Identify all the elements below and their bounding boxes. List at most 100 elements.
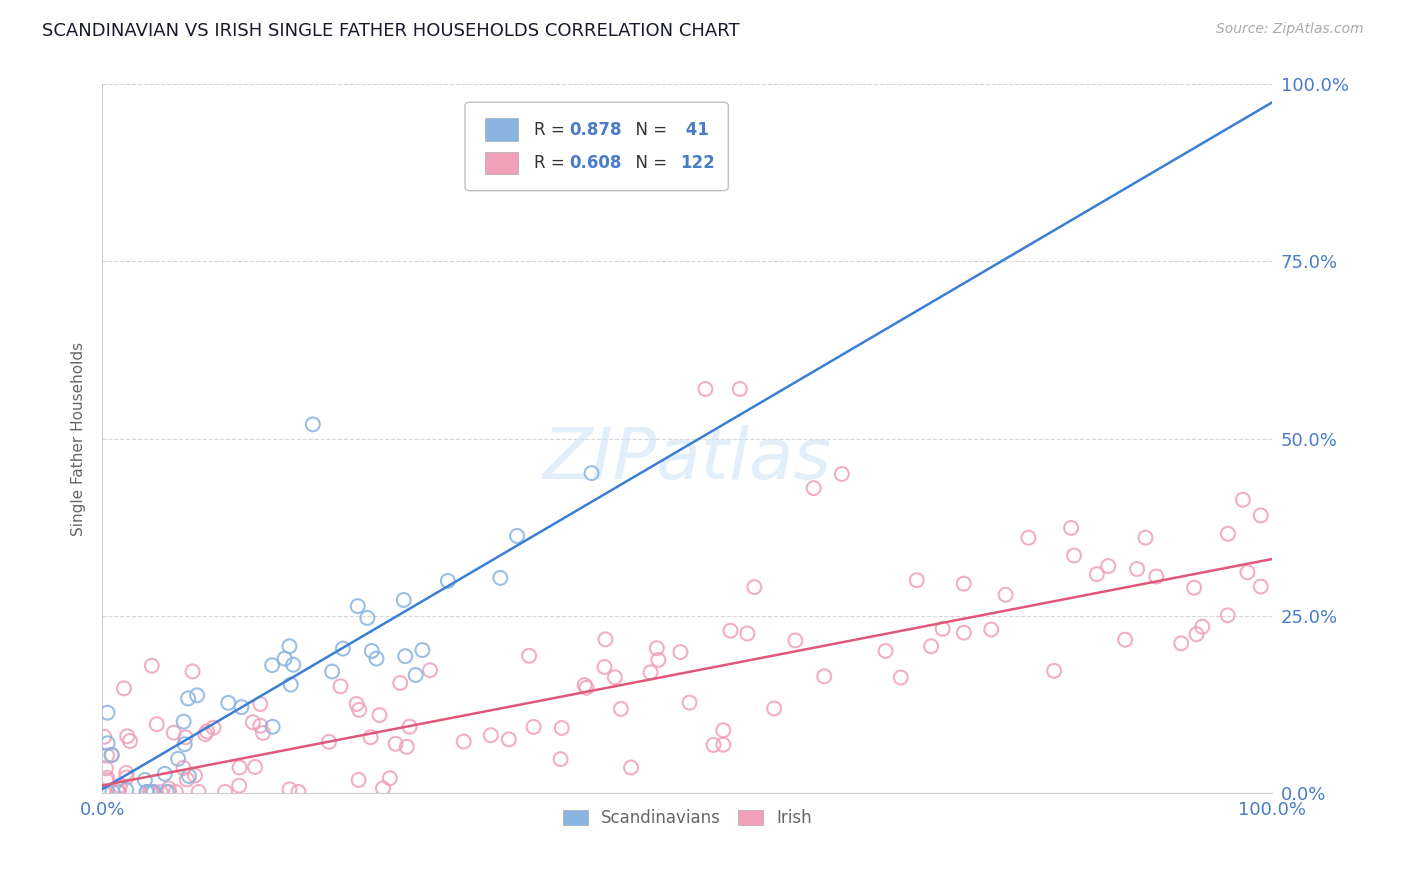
Point (202, 721, 225, 735)
Point (453, 734, 475, 748)
Point (728, 382, 751, 396)
Point (149, 785, 172, 799)
Point (1232, 492, 1254, 507)
Text: R =: R = (534, 154, 569, 172)
Point (1114, 632, 1136, 647)
Point (593, 660, 616, 674)
Point (575, 681, 598, 695)
Point (785, 633, 807, 648)
Point (96, 771, 118, 785)
Point (405, 668, 427, 682)
Text: 41: 41 (681, 120, 709, 139)
Point (228, 760, 250, 774)
Point (329, 679, 352, 693)
Point (368, 708, 391, 723)
Point (118, 734, 141, 748)
Point (242, 715, 264, 730)
Point (194, 727, 217, 741)
Point (165, 785, 187, 799)
Point (135, 785, 157, 799)
Point (174, 731, 197, 745)
Point (905, 573, 928, 587)
Point (389, 676, 412, 690)
Point (346, 697, 368, 711)
Point (93, 730, 115, 744)
Point (1250, 508, 1272, 523)
Point (318, 735, 340, 749)
Point (1085, 567, 1108, 582)
Point (1126, 562, 1149, 576)
Point (952, 576, 974, 591)
Point (157, 781, 180, 796)
Point (231, 700, 253, 714)
Text: R =: R = (534, 120, 569, 139)
Point (228, 779, 250, 793)
Point (96, 706, 118, 720)
Point (371, 781, 394, 796)
Point (720, 624, 742, 638)
Point (360, 730, 382, 744)
Point (1063, 549, 1085, 563)
Point (287, 785, 309, 799)
Point (93, 785, 115, 799)
Point (803, 481, 825, 495)
Point (1216, 526, 1239, 541)
Point (1170, 636, 1192, 650)
Point (262, 720, 284, 734)
Point (678, 696, 700, 710)
Text: 0.608: 0.608 (569, 154, 621, 172)
Point (610, 702, 633, 716)
Point (498, 732, 520, 747)
Point (115, 771, 138, 785)
Point (283, 657, 305, 672)
Point (273, 651, 295, 665)
Point (695, 382, 717, 396)
Point (419, 663, 441, 677)
Text: Source: ZipAtlas.com: Source: ZipAtlas.com (1216, 22, 1364, 37)
Point (108, 785, 131, 799)
Point (184, 768, 207, 782)
Point (195, 724, 218, 739)
Point (153, 767, 176, 781)
Point (177, 691, 200, 706)
Point (249, 697, 271, 711)
Point (186, 689, 208, 703)
FancyBboxPatch shape (485, 152, 517, 174)
Point (117, 729, 139, 743)
Point (156, 785, 179, 799)
Point (173, 714, 195, 729)
Point (378, 771, 401, 785)
Point (217, 696, 239, 710)
Point (980, 623, 1002, 637)
Point (101, 785, 124, 799)
Point (1043, 664, 1066, 678)
Point (398, 720, 420, 734)
Point (115, 765, 138, 780)
Legend: Scandinavians, Irish: Scandinavians, Irish (557, 803, 818, 834)
Text: 122: 122 (681, 154, 716, 172)
Point (252, 726, 274, 740)
Point (96, 748, 118, 763)
Point (243, 760, 266, 774)
Point (813, 669, 835, 683)
Text: ZIPatlas: ZIPatlas (543, 425, 832, 494)
Point (280, 677, 302, 691)
Point (831, 467, 853, 481)
Point (97, 736, 120, 750)
Point (394, 649, 416, 664)
Point (392, 593, 415, 607)
Point (1060, 521, 1083, 535)
Point (141, 658, 163, 673)
Point (332, 641, 354, 656)
Point (262, 658, 284, 673)
Point (1144, 569, 1167, 583)
Point (141, 785, 163, 799)
Point (1182, 581, 1205, 595)
Point (93, 785, 115, 799)
Point (581, 466, 603, 480)
Point (952, 625, 974, 640)
Point (167, 752, 190, 766)
Point (360, 644, 382, 658)
Text: N =: N = (626, 154, 672, 172)
Point (134, 772, 156, 787)
